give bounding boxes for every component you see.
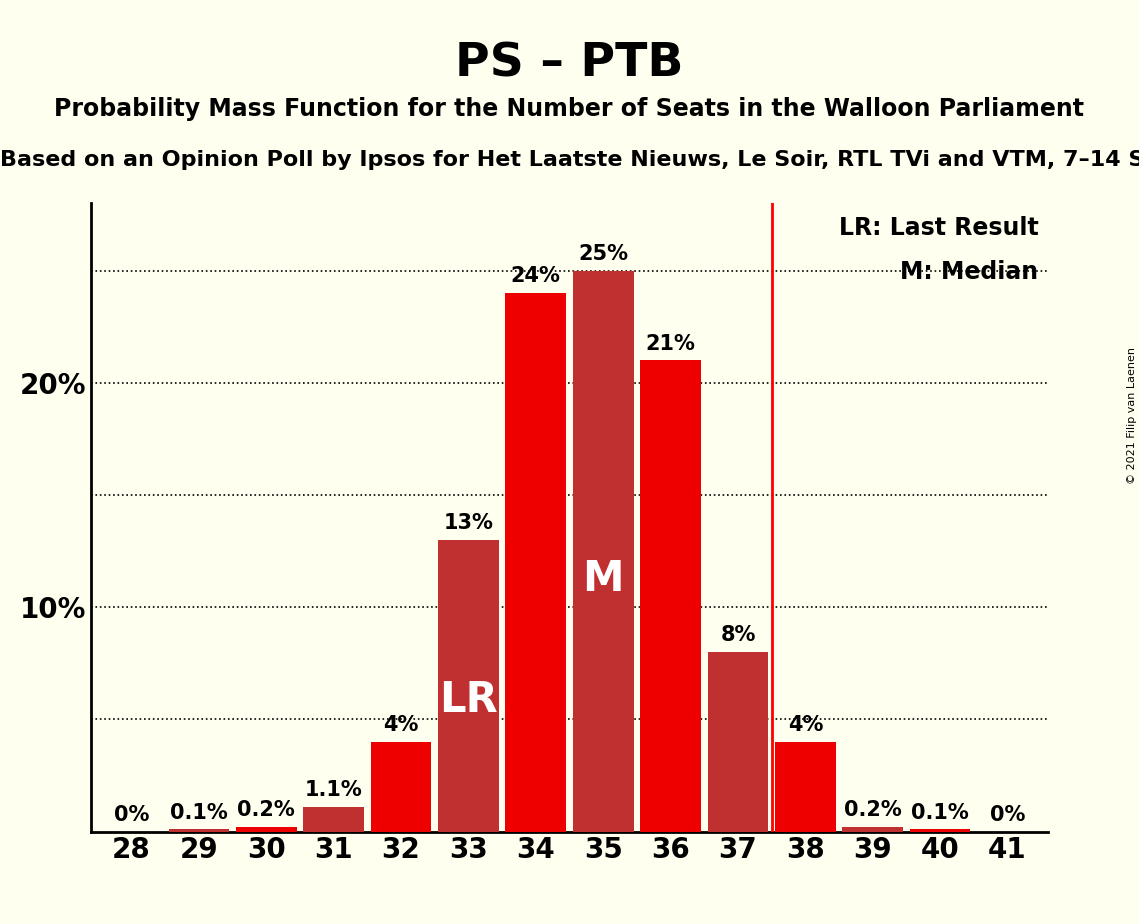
Text: 8%: 8% bbox=[720, 626, 755, 645]
Bar bbox=[910, 830, 970, 832]
Text: LR: Last Result: LR: Last Result bbox=[838, 216, 1039, 240]
Bar bbox=[640, 360, 700, 832]
Text: 0.1%: 0.1% bbox=[170, 803, 228, 822]
Bar bbox=[439, 540, 499, 832]
Text: © 2021 Filip van Laenen: © 2021 Filip van Laenen bbox=[1126, 347, 1137, 484]
Text: 4%: 4% bbox=[788, 715, 823, 736]
Text: 21%: 21% bbox=[646, 334, 696, 354]
Text: Based on an Opinion Poll by Ipsos for Het Laatste Nieuws, Le Soir, RTL TVi and V: Based on an Opinion Poll by Ipsos for He… bbox=[0, 150, 1139, 170]
Text: 0.1%: 0.1% bbox=[911, 803, 969, 822]
Bar bbox=[506, 293, 566, 832]
Text: 0.2%: 0.2% bbox=[237, 800, 295, 821]
Text: LR: LR bbox=[439, 679, 498, 722]
Bar bbox=[707, 652, 769, 832]
Text: PS – PTB: PS – PTB bbox=[456, 42, 683, 87]
Bar bbox=[775, 742, 836, 832]
Bar bbox=[573, 271, 633, 832]
Text: 13%: 13% bbox=[443, 513, 493, 533]
Bar bbox=[370, 742, 432, 832]
Text: 4%: 4% bbox=[384, 715, 419, 736]
Bar bbox=[303, 807, 364, 832]
Text: 1.1%: 1.1% bbox=[305, 780, 362, 800]
Bar bbox=[236, 827, 296, 832]
Bar bbox=[843, 827, 903, 832]
Text: 0.2%: 0.2% bbox=[844, 800, 902, 821]
Text: 0%: 0% bbox=[990, 805, 1025, 825]
Text: M: M bbox=[582, 558, 624, 601]
Text: 24%: 24% bbox=[511, 266, 560, 286]
Text: M: Median: M: Median bbox=[900, 260, 1039, 284]
Text: 25%: 25% bbox=[579, 244, 629, 264]
Text: 0%: 0% bbox=[114, 805, 149, 825]
Text: Probability Mass Function for the Number of Seats in the Walloon Parliament: Probability Mass Function for the Number… bbox=[55, 97, 1084, 121]
Bar bbox=[169, 830, 229, 832]
